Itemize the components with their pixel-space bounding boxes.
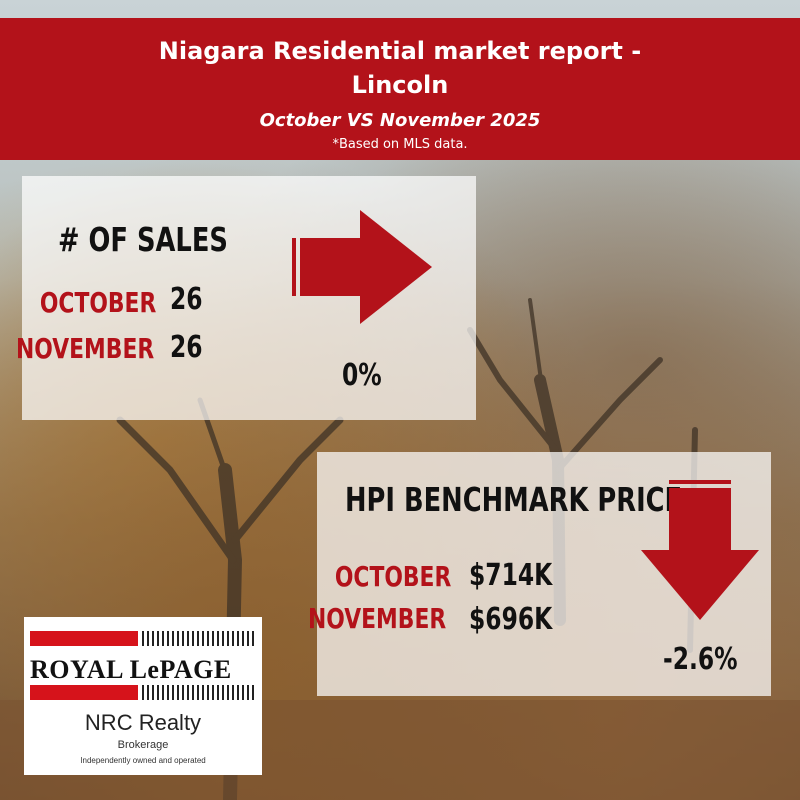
hpi-october-label: OCTOBER [334,560,451,593]
arrow-right-icon [292,210,432,324]
logo-red-bar-bottom [30,685,138,700]
sales-october-label: OCTOBER [39,286,156,319]
logo-tagline: Independently owned and operated [80,756,206,765]
report-title-line1: Niagara Residential market report - [158,37,642,65]
sales-november-value: 26 [170,330,203,365]
logo-red-bar-top [30,631,138,646]
logo-barcode-top [142,631,254,646]
logo-office-name: NRC Realty [84,710,202,735]
sales-change: 0% [342,358,382,393]
report-title: Niagara Residential market report - Linc… [0,34,800,102]
report-title-line2: Lincoln [351,71,449,99]
report-header: Niagara Residential market report - Linc… [0,18,800,160]
sales-heading: # OF SALES [58,220,228,259]
hpi-change: -2.6% [663,642,738,677]
data-source-note: *Based on MLS data. [332,137,468,152]
logo-barcode-bottom [142,685,254,700]
arrow-down-icon [641,480,759,620]
sales-november-label: NOVEMBER [15,332,154,365]
hpi-card: HPI BENCHMARK PRICE OCTOBER $714K NOVEMB… [308,452,771,696]
hpi-november-value: $696K [469,602,553,637]
hpi-october-value: $714K [469,558,553,593]
report-subtitle: October VS November 2025 [259,110,541,131]
logo-brand-name: ROYAL LePAGE [30,655,232,684]
hpi-heading: HPI BENCHMARK PRICE [345,480,683,519]
sales-card: # OF SALES OCTOBER 26 NOVEMBER 26 0% [16,176,476,420]
logo-brokerage: Brokerage [117,739,169,751]
sales-october-value: 26 [170,282,203,317]
royal-lepage-logo: ROYAL LePAGE NRC Realty Brokerage Indepe… [24,617,262,775]
hpi-november-label: NOVEMBER [307,602,446,635]
